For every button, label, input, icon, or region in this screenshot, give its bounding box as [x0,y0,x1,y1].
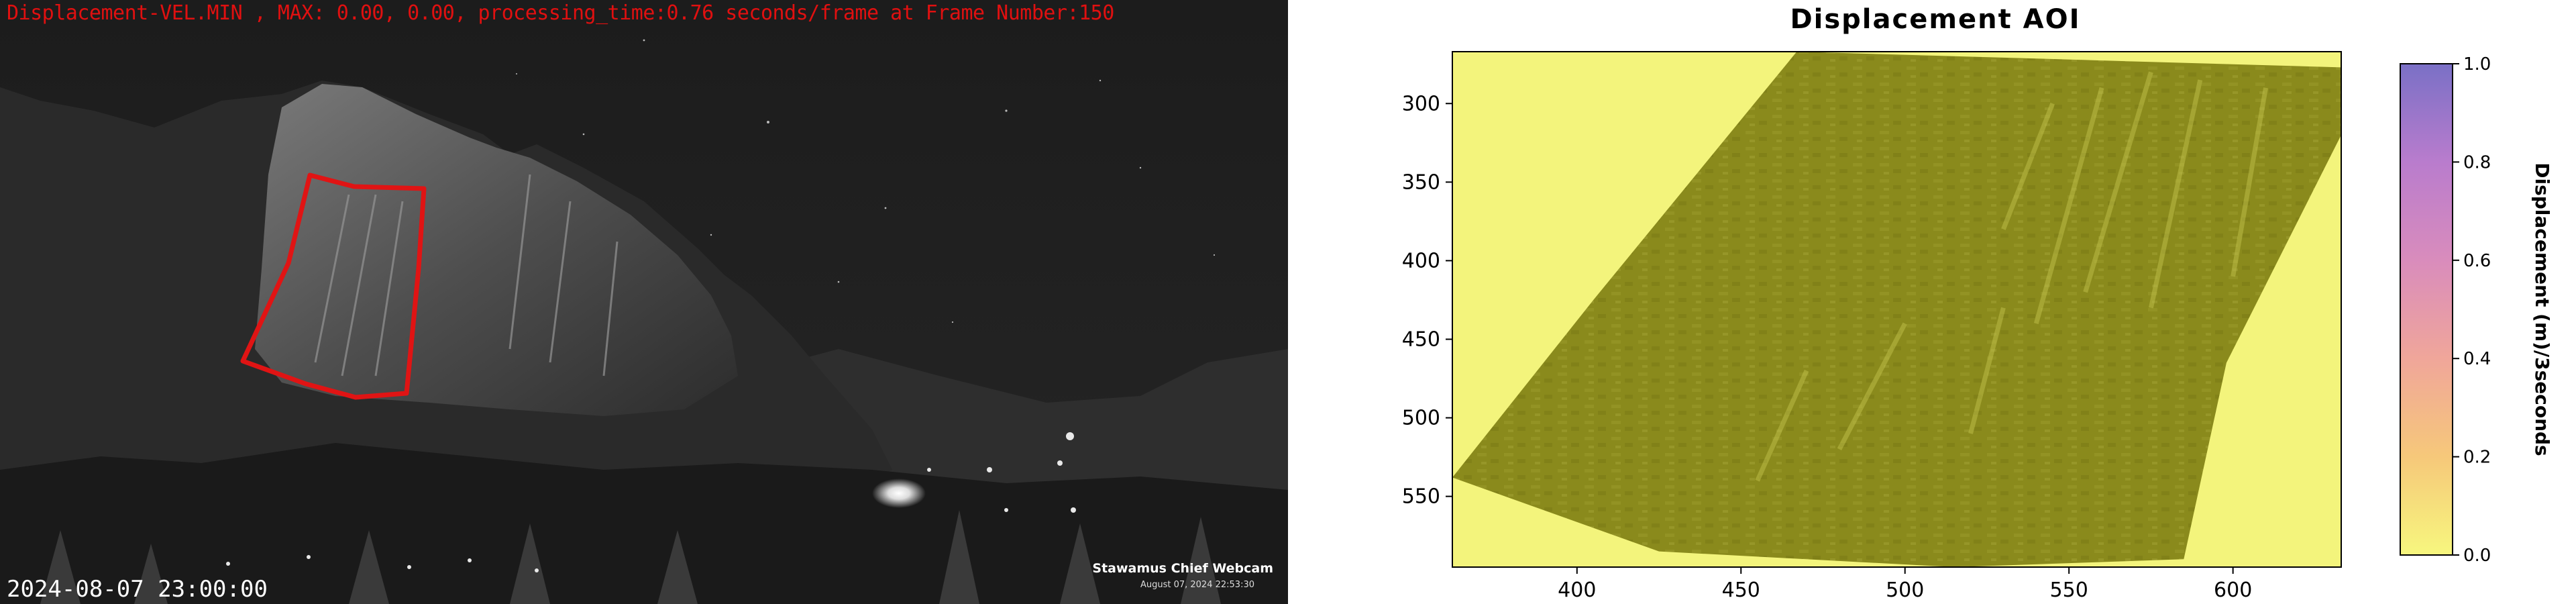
x-tick-label: 600 [2214,578,2252,602]
rock-streaks [314,174,619,376]
town-light-glow [872,479,926,508]
x-axis: 400 450 500 550 600 [1558,567,2252,602]
y-tick-label: 500 [1402,407,1440,430]
colorbar-label: Displacement (m)/3seconds [2531,162,2553,456]
aoi-texture-streak [2083,71,2153,293]
trees [40,510,1221,604]
y-tick-label: 300 [1402,92,1440,115]
colorbar-tick-label: 0.6 [2463,251,2491,271]
status-text: Displacement-VEL.MIN , MAX: 0.00, 0.00, … [7,1,1114,25]
y-tick-label: 550 [1402,485,1440,509]
aoi-texture-streak [2231,87,2268,277]
y-tick-label: 400 [1402,249,1440,272]
y-tick-label: 450 [1402,328,1440,351]
x-tick-label: 500 [1886,578,1924,602]
aoi-texture-streaks [1755,71,2268,482]
colorbar-tick-label: 0.4 [2463,349,2491,369]
y-axis: 300 350 400 450 500 550 [1402,92,1452,509]
displacement-plot: Displacement AOI 400 450 500 550 600 300 350 4… [1402,4,2553,602]
town-lights [226,432,1076,572]
colorbar-tick-label: 0.0 [2463,546,2491,566]
colorbar [2400,63,2453,556]
stawamus-chief-rock-face [255,84,738,416]
aoi-texture-streak [1755,369,1809,482]
colorbar-tick-label: 0.2 [2463,448,2491,468]
x-tick-label: 550 [2050,578,2088,602]
timestamp: 2024-08-07 23:00:00 [7,576,268,603]
chart-title: Displacement AOI [1790,4,2080,35]
colorbar-ticks: 0.0 0.2 0.4 0.6 0.8 1.0 [2453,54,2491,566]
aoi-texture-streak [2033,87,2104,325]
stars [516,39,1216,323]
aoi-texture-streak [2148,79,2203,309]
watermark-date: August 07, 2024 22:53:30 [1140,580,1254,590]
colorbar-tick-label: 0.8 [2463,152,2491,172]
displacement-plot-panel: Displacement AOI 400 450 500 550 600 300 350 4… [1288,0,2576,604]
aoi-outline [240,172,427,400]
aoi-texture-streak [1968,307,2006,434]
watermark-title: Stawamus Chief Webcam [1092,561,1273,576]
aoi-texture-streak [2001,102,2055,230]
x-tick-label: 450 [1722,578,1760,602]
colorbar-tick-label: 1.0 [2463,54,2491,74]
aoi-texture-streak [1837,322,1907,451]
aoi-displacement-region [1452,52,2341,567]
webcam-scene [0,0,1288,604]
plot-frame [1452,51,2342,568]
y-tick-label: 350 [1402,170,1440,194]
webcam-panel: Displacement-VEL.MIN , MAX: 0.00, 0.00, … [0,0,1288,604]
x-tick-label: 400 [1558,578,1596,602]
